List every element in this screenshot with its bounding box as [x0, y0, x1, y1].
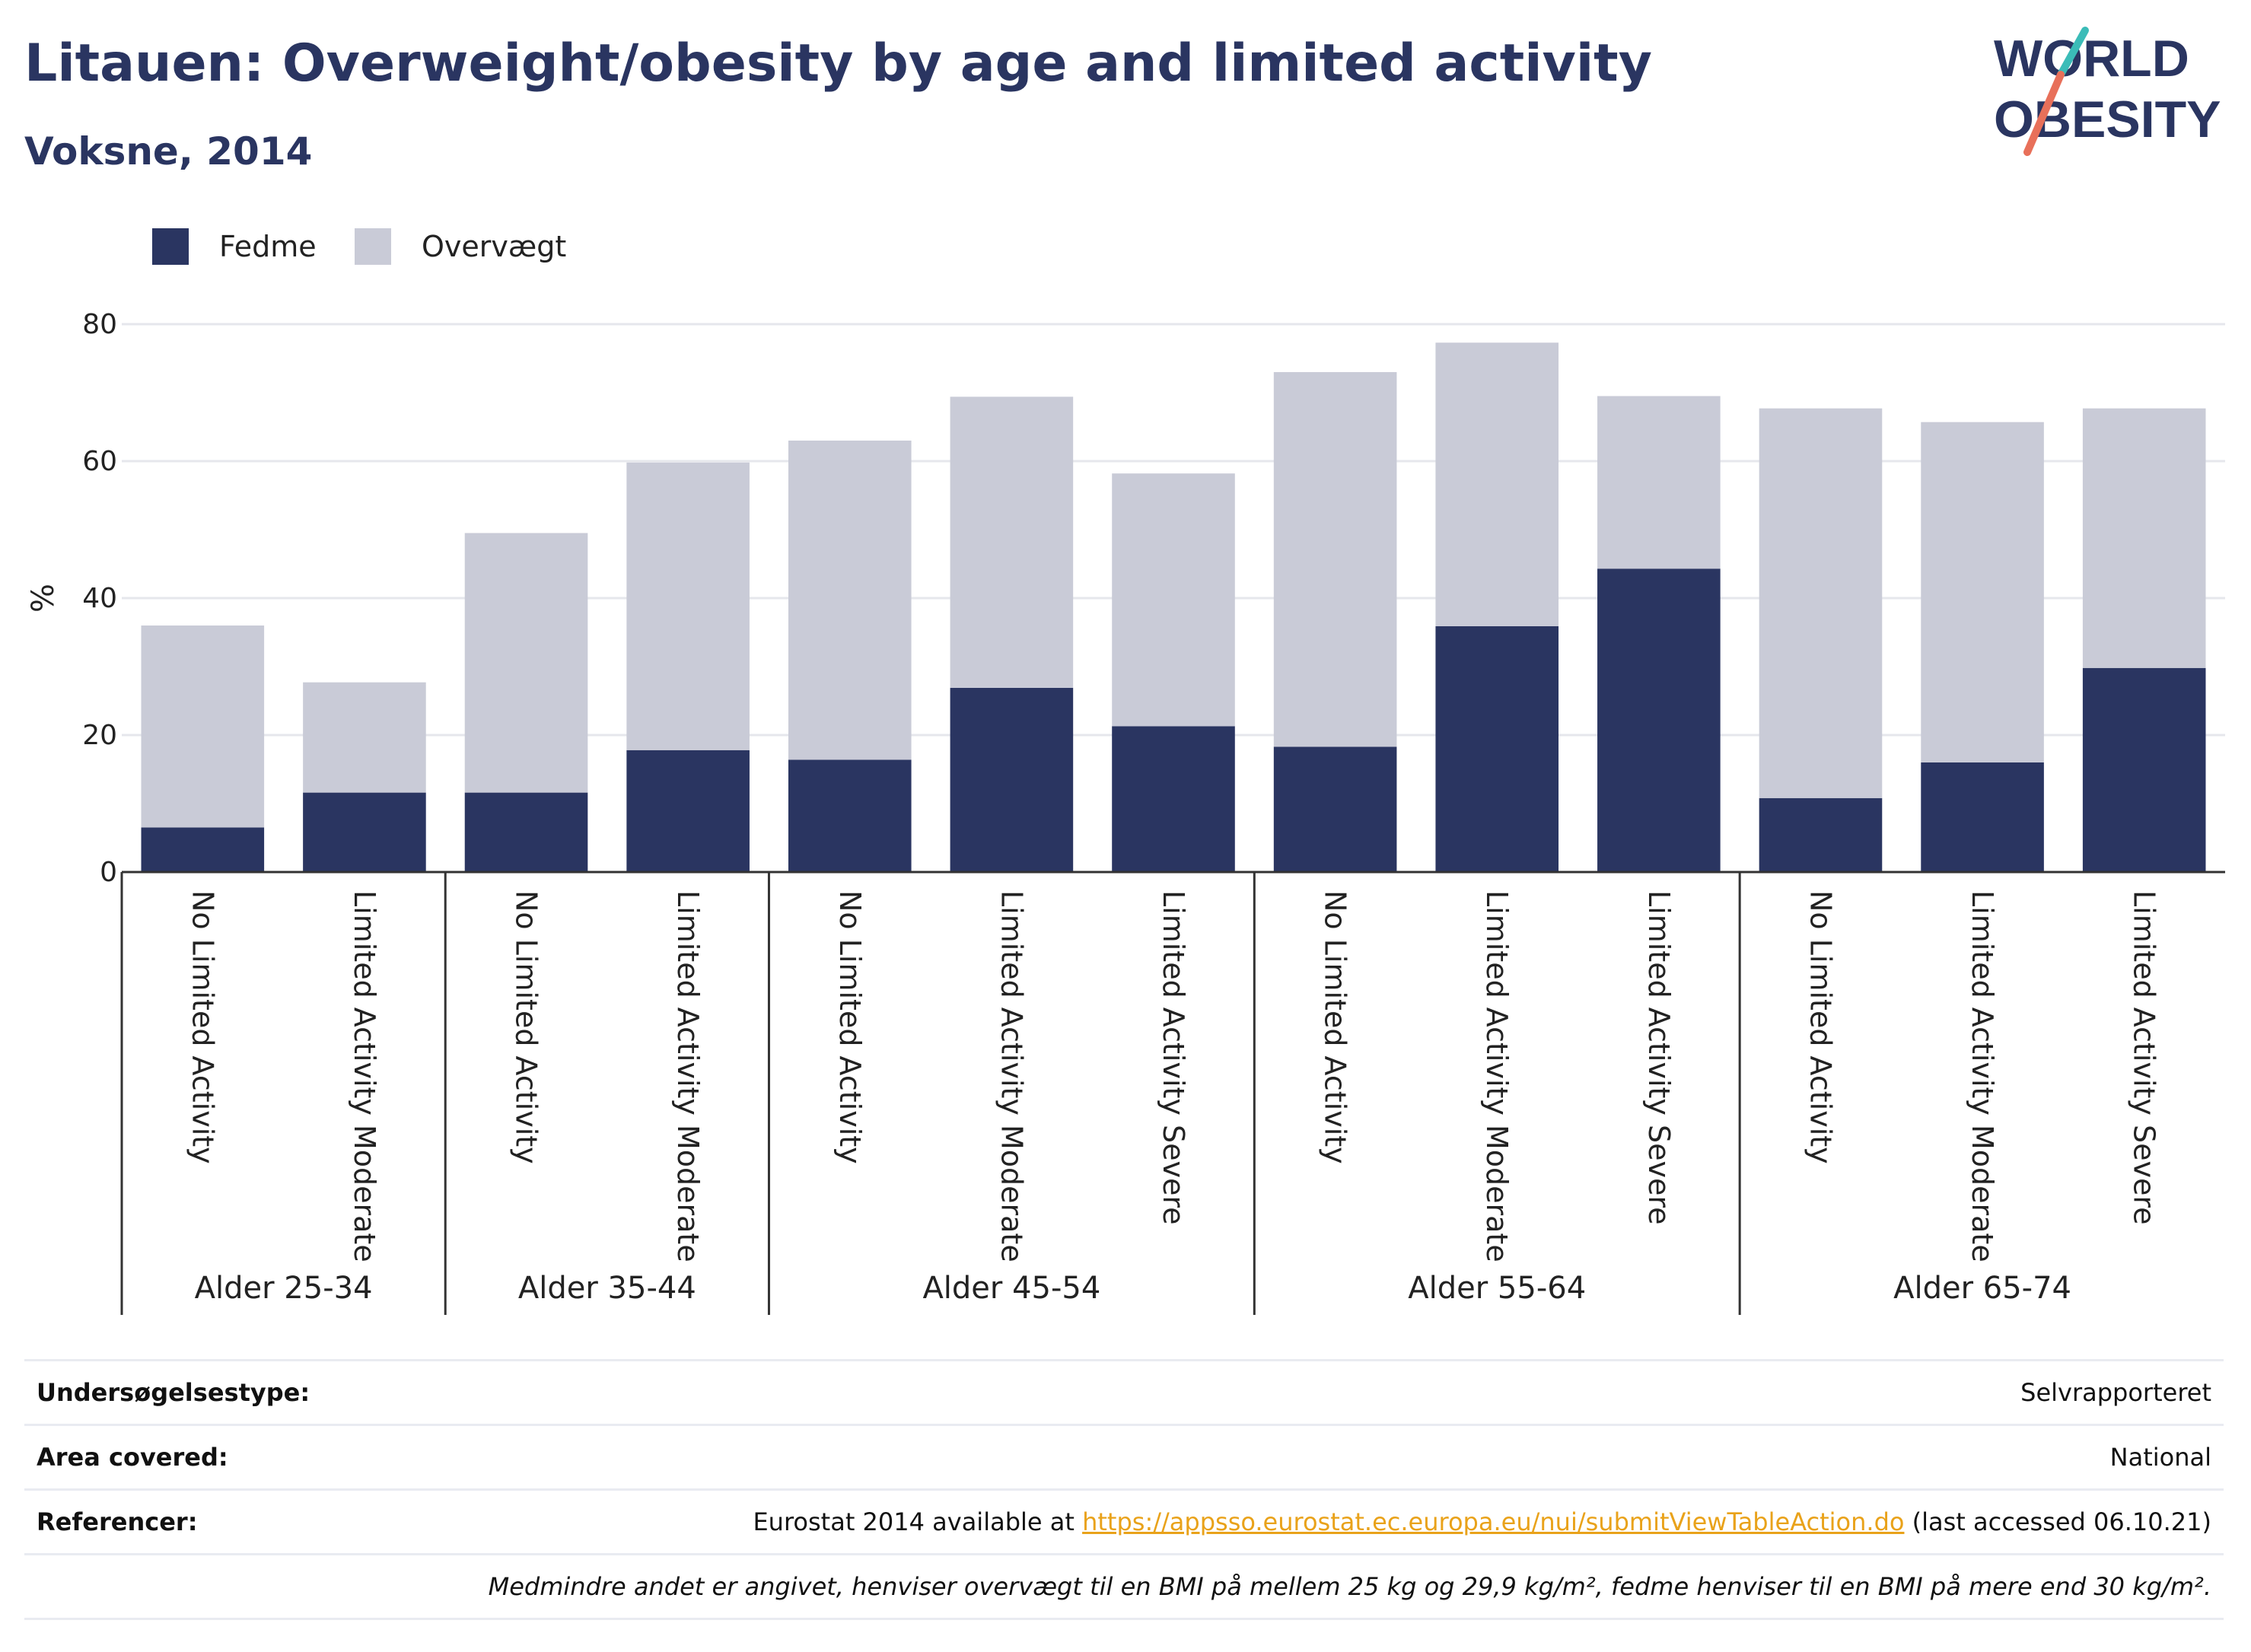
survey-type-value: Selvrapporteret [2020, 1378, 2211, 1407]
x-tick-label: No Limited Activity [510, 890, 543, 1164]
x-group-label: Alder 35-44 [518, 1271, 696, 1306]
bar-fedme [1435, 625, 1559, 872]
bar-overvaegt [1759, 408, 1883, 798]
bar-fedme [464, 792, 588, 872]
y-tick-label: 60 [82, 446, 117, 477]
footer-row-area: Area covered: National [24, 1424, 2224, 1488]
references-label: Referencer: [37, 1507, 198, 1536]
x-tick-label: Limited Activity Moderate [1480, 890, 1514, 1262]
x-tick-label: Limited Activity Severe [2128, 890, 2161, 1225]
bar-fedme [1112, 726, 1235, 872]
legend-swatch-fedme [152, 228, 189, 265]
bar-fedme [303, 792, 426, 872]
x-tick-label: No Limited Activity [1319, 890, 1352, 1164]
y-tick-label: 40 [82, 583, 117, 614]
bar-fedme [1759, 797, 1883, 872]
x-tick-label: Limited Activity Moderate [1966, 890, 1999, 1262]
area-label: Area covered: [37, 1443, 228, 1472]
logo-text-world: WORLD [1994, 30, 2189, 88]
bar-fedme [2082, 667, 2206, 872]
x-group-label: Alder 55-64 [1408, 1271, 1586, 1306]
x-group-label: Alder 65-74 [1893, 1271, 2071, 1306]
chart-subtitle: Voksne, 2014 [24, 129, 313, 173]
x-tick-label: No Limited Activity [833, 890, 867, 1164]
x-group-label: Alder 25-34 [195, 1271, 373, 1306]
bar-overvaegt [464, 533, 588, 793]
footer-row-note: Medmindre andet er angivet, henviser ove… [24, 1553, 2224, 1620]
bar-fedme [141, 827, 265, 872]
stacked-bar-chart: 0 20 40 60 80% No Limited Activity Limited Act… [26, 309, 2225, 1315]
references-value: Eurostat 2014 available at https://appss… [753, 1491, 2211, 1553]
bar-overvaegt [1435, 342, 1559, 626]
bar-overvaegt [950, 396, 1074, 688]
x-tick-label: No Limited Activity [1804, 890, 1837, 1164]
bar-overvaegt [303, 682, 426, 793]
bar-overvaegt [626, 462, 750, 750]
logo-text-obesity: OBESITY [1994, 91, 2221, 148]
legend-swatch-overvaegt [355, 228, 391, 265]
x-tick-label: Limited Activity Severe [1642, 890, 1676, 1225]
bar-fedme [1921, 762, 2044, 872]
x-tick-label: Limited Activity Moderate [995, 890, 1028, 1262]
bar-overvaegt [788, 441, 912, 760]
y-axis-label: % [26, 584, 61, 613]
bar-overvaegt [1112, 473, 1235, 727]
bar-overvaegt [1921, 422, 2044, 762]
survey-type-label: Undersøgelsestype: [37, 1378, 310, 1407]
chart-footer: Undersøgelsestype: Selvrapporteret Area … [24, 1359, 2224, 1620]
world-obesity-logo: WORLD OBESITY [1994, 27, 2221, 156]
bar-fedme [626, 750, 750, 872]
y-tick-label: 0 [100, 857, 117, 888]
footer-row-references: Referencer: Eurostat 2014 available at h… [24, 1488, 2224, 1553]
bar-overvaegt [1273, 372, 1397, 747]
y-tick-label: 80 [82, 309, 117, 340]
chart-title: Litauen: Overweight/obesity by age and l… [24, 33, 1653, 94]
footer-row-survey-type: Undersøgelsestype: Selvrapporteret [24, 1359, 2224, 1424]
bar-overvaegt [2082, 408, 2206, 668]
logo-stroke-top [2057, 27, 2089, 78]
x-tick-label: Limited Activity Severe [1157, 890, 1190, 1225]
bar-fedme [1273, 746, 1397, 872]
x-tick-label: Limited Activity Moderate [348, 890, 381, 1262]
x-group-label: Alder 45-54 [922, 1271, 1100, 1306]
bar-fedme [788, 759, 912, 872]
area-value: National [2109, 1443, 2211, 1472]
bar-overvaegt [141, 625, 265, 828]
y-tick-label: 20 [82, 720, 117, 751]
bar-fedme [950, 687, 1074, 872]
bar-fedme [1597, 568, 1721, 872]
references-suffix: (last accessed 06.10.21) [1904, 1507, 2211, 1536]
references-prefix: Eurostat 2014 available at [753, 1507, 1083, 1536]
x-tick-label: No Limited Activity [186, 890, 219, 1164]
bar-overvaegt [1597, 396, 1721, 569]
references-link[interactable]: https://appsso.eurostat.ec.europa.eu/nui… [1082, 1507, 1905, 1536]
footer-note: Medmindre andet er angivet, henviser ove… [488, 1572, 2211, 1601]
x-tick-label: Limited Activity Moderate [671, 890, 705, 1262]
legend-label-fedme: Fedme [219, 230, 317, 263]
legend-label-overvaegt: Overvægt [422, 230, 567, 263]
logo-stroke-bottom [2023, 71, 2065, 156]
